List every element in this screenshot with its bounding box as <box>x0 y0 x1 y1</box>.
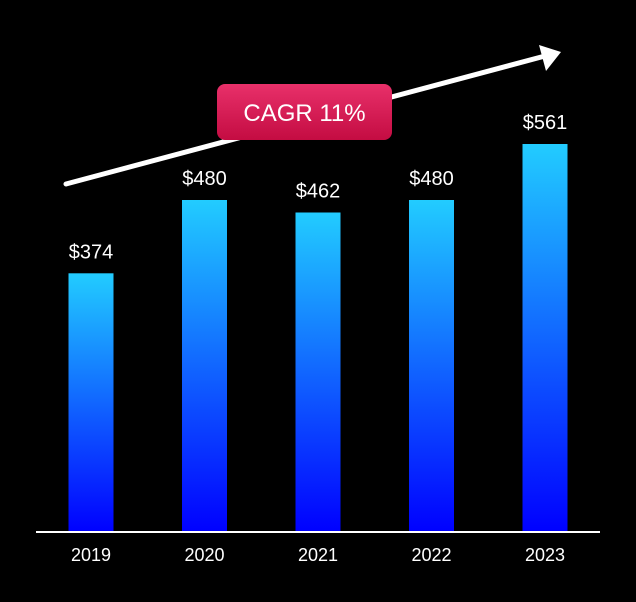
x-tick-label-2020: 2020 <box>184 545 224 565</box>
value-label-2021: $462 <box>296 181 341 203</box>
cagr-badge: CAGR 11% <box>217 84 392 140</box>
cagr-badge-box <box>217 84 392 140</box>
bar-2023 <box>522 144 568 532</box>
x-tick-label-2019: 2019 <box>71 545 111 565</box>
value-label-2023: $561 <box>523 112 568 134</box>
value-label-2022: $480 <box>409 168 454 190</box>
value-labels-group: $374 $480 $462 $480 $561 <box>69 112 568 263</box>
bar-2019 <box>68 273 114 532</box>
bar-2021 <box>295 212 341 532</box>
x-tick-label-2022: 2022 <box>411 545 451 565</box>
value-label-2020: $480 <box>182 168 227 190</box>
x-tick-label-2023: 2023 <box>525 545 565 565</box>
trend-arrow-head <box>539 45 561 71</box>
bar-2022 <box>409 200 454 532</box>
bars-group <box>68 144 568 532</box>
value-label-2019: $374 <box>69 241 114 263</box>
cagr-badge-text: CAGR 11% <box>243 100 365 127</box>
x-tick-label-2021: 2021 <box>298 545 338 565</box>
bar-2020 <box>182 200 227 532</box>
tick-labels-group: 2019 2020 2021 2022 2023 <box>71 545 565 565</box>
